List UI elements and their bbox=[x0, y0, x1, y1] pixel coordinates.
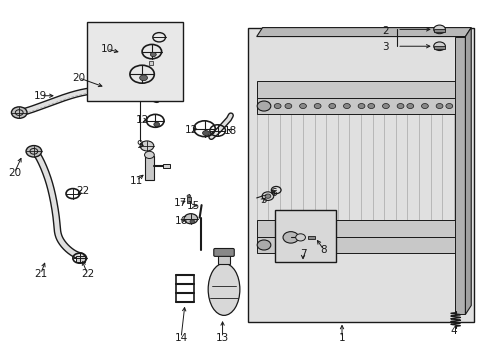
Circle shape bbox=[263, 104, 269, 109]
Bar bbox=[256, 220, 465, 237]
Bar bbox=[149, 61, 153, 65]
Text: 17: 17 bbox=[173, 198, 186, 208]
Circle shape bbox=[150, 52, 156, 57]
Text: 1: 1 bbox=[338, 333, 345, 343]
Circle shape bbox=[283, 231, 298, 243]
Text: 19: 19 bbox=[34, 91, 47, 101]
Bar bbox=[256, 81, 465, 98]
Bar bbox=[162, 163, 169, 168]
Circle shape bbox=[262, 192, 273, 201]
Bar bbox=[218, 255, 229, 264]
Text: 2: 2 bbox=[382, 26, 388, 36]
Circle shape bbox=[144, 151, 154, 158]
Circle shape bbox=[189, 220, 194, 224]
Text: 13: 13 bbox=[216, 333, 229, 343]
Text: 20: 20 bbox=[8, 168, 21, 178]
Bar bbox=[256, 237, 465, 253]
Bar bbox=[76, 256, 85, 262]
Circle shape bbox=[154, 122, 159, 127]
Circle shape bbox=[26, 145, 41, 157]
Bar bbox=[186, 197, 190, 203]
Text: 3: 3 bbox=[382, 42, 388, 52]
Circle shape bbox=[421, 104, 427, 109]
Text: 22: 22 bbox=[76, 186, 89, 197]
Circle shape bbox=[140, 75, 147, 81]
Text: 10: 10 bbox=[100, 44, 113, 54]
Text: 14: 14 bbox=[174, 333, 187, 343]
FancyBboxPatch shape bbox=[213, 248, 234, 256]
Text: 20: 20 bbox=[72, 73, 85, 83]
Bar bbox=[433, 46, 445, 49]
Text: 15: 15 bbox=[186, 201, 200, 211]
Text: 5: 5 bbox=[259, 195, 266, 205]
Circle shape bbox=[433, 42, 445, 50]
Circle shape bbox=[257, 240, 270, 250]
Text: 7: 7 bbox=[299, 248, 305, 258]
Circle shape bbox=[314, 104, 321, 109]
Polygon shape bbox=[256, 28, 470, 37]
Circle shape bbox=[435, 104, 442, 109]
Ellipse shape bbox=[208, 264, 240, 315]
Text: 21: 21 bbox=[34, 269, 47, 279]
Circle shape bbox=[274, 104, 281, 109]
Circle shape bbox=[285, 104, 291, 109]
Circle shape bbox=[433, 25, 445, 34]
Text: 22: 22 bbox=[81, 269, 94, 279]
Bar bbox=[454, 37, 465, 315]
Circle shape bbox=[357, 104, 364, 109]
Circle shape bbox=[343, 104, 349, 109]
Circle shape bbox=[202, 131, 209, 135]
Bar bbox=[87, 22, 182, 101]
Circle shape bbox=[382, 104, 388, 109]
Text: 8: 8 bbox=[320, 245, 326, 255]
Text: 12: 12 bbox=[185, 125, 198, 135]
Circle shape bbox=[183, 214, 197, 224]
Circle shape bbox=[295, 234, 305, 241]
Circle shape bbox=[445, 104, 452, 109]
Circle shape bbox=[367, 104, 374, 109]
Circle shape bbox=[140, 141, 154, 151]
Text: 16: 16 bbox=[174, 216, 187, 226]
Circle shape bbox=[257, 101, 270, 111]
Circle shape bbox=[11, 107, 27, 118]
Circle shape bbox=[328, 104, 335, 109]
Circle shape bbox=[264, 194, 270, 198]
Circle shape bbox=[396, 104, 403, 109]
Bar bbox=[103, 83, 109, 86]
Text: 11: 11 bbox=[129, 176, 142, 186]
Text: 4: 4 bbox=[450, 325, 457, 336]
Bar bbox=[248, 28, 473, 321]
Polygon shape bbox=[465, 28, 470, 315]
Text: 9: 9 bbox=[136, 140, 142, 150]
Text: 6: 6 bbox=[270, 188, 277, 198]
Circle shape bbox=[299, 104, 306, 109]
Text: 18: 18 bbox=[224, 126, 237, 135]
Bar bbox=[307, 236, 314, 239]
Bar bbox=[144, 156, 154, 180]
Bar bbox=[433, 30, 445, 32]
Circle shape bbox=[406, 104, 413, 109]
Bar bbox=[274, 211, 335, 262]
Bar bbox=[256, 98, 465, 114]
Circle shape bbox=[186, 195, 190, 198]
Text: 12: 12 bbox=[135, 115, 148, 125]
